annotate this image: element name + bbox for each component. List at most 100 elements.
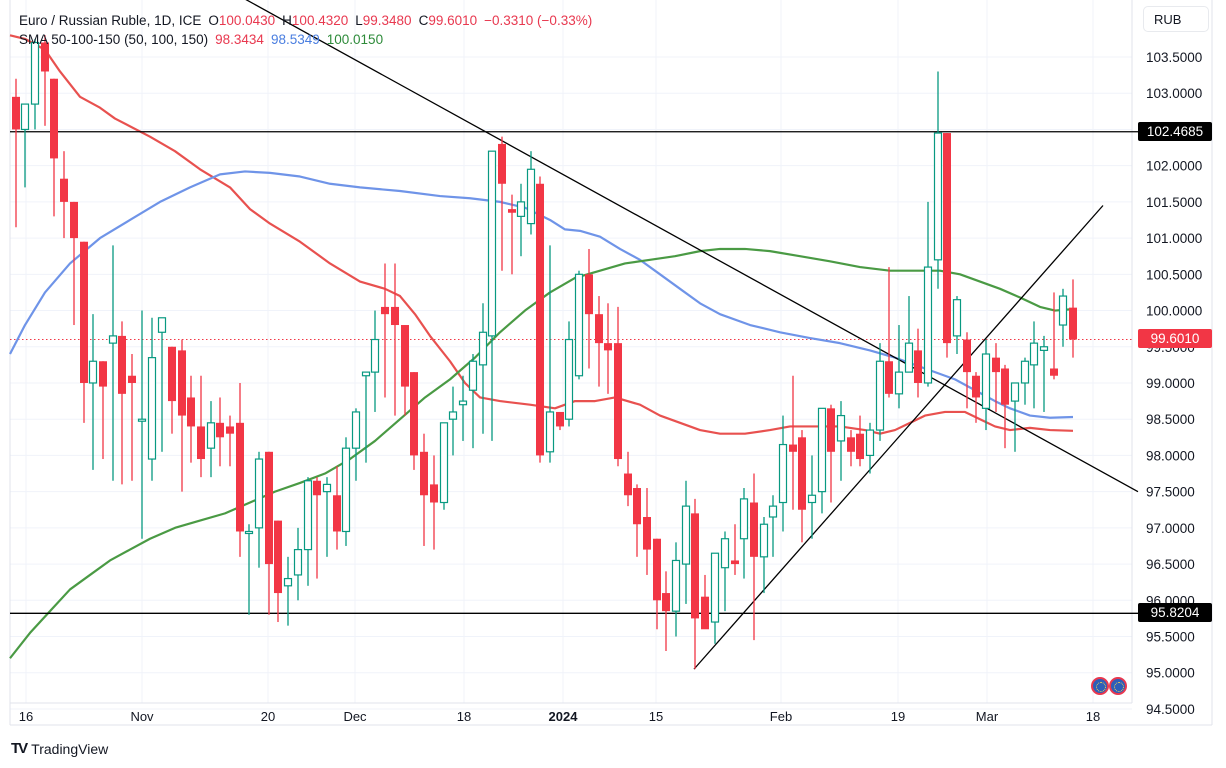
candle-body — [1058, 295, 1068, 326]
close-value: 99.6010 — [428, 13, 478, 28]
candle-body — [244, 530, 254, 535]
candle-body — [952, 299, 962, 337]
candle-body — [274, 520, 282, 594]
candle-body — [904, 342, 914, 373]
price-tick: 94.5000 — [1146, 702, 1195, 717]
footer-brand[interactable]: TV TradingView — [11, 740, 108, 757]
candle-body — [478, 331, 488, 366]
candle-body — [739, 498, 749, 540]
candle-body — [265, 451, 273, 565]
candle-body — [759, 523, 769, 558]
candle-body — [633, 488, 641, 525]
candle-body — [236, 422, 244, 532]
symbol-title[interactable]: Euro / Russian Ruble, 1D, ICE — [19, 13, 202, 28]
eu-flag-icon-2 — [1109, 677, 1127, 695]
time-tick: 20 — [261, 709, 275, 724]
candle-body — [1001, 368, 1009, 405]
candle-body — [361, 371, 371, 377]
candle-body — [536, 183, 544, 456]
time-tick: 18 — [1086, 709, 1100, 724]
candle-body — [1029, 342, 1039, 366]
currency-flags[interactable] — [1091, 677, 1127, 695]
candle-body — [992, 357, 1000, 373]
candle-body — [807, 494, 817, 504]
candle-body — [923, 266, 933, 384]
candle-body — [981, 353, 991, 409]
candle-body — [564, 338, 574, 420]
price-tick: 97.0000 — [1146, 521, 1195, 536]
candle-body — [20, 103, 30, 131]
candle-body — [643, 516, 651, 550]
price-tick: 95.5000 — [1146, 630, 1195, 645]
candle-body — [1069, 307, 1077, 340]
candle-body — [128, 375, 136, 383]
candle-body — [108, 335, 118, 344]
chart-legend: Euro / Russian Ruble, 1D, ICE O 100.0430 … — [19, 11, 592, 49]
last-price-label: 99.6010 — [1138, 329, 1212, 349]
candle-body — [933, 132, 943, 261]
candle-body — [1010, 382, 1020, 402]
candle-body — [391, 306, 399, 326]
candle-body — [487, 150, 497, 337]
price-tick: 103.5000 — [1146, 50, 1202, 65]
candle-body — [381, 306, 389, 315]
indicator-name[interactable]: SMA 50-100-150 (50, 100, 150) — [19, 32, 209, 47]
candle-body — [710, 552, 720, 623]
sma150-value: 100.0150 — [326, 32, 384, 47]
eu-flag-icon — [1091, 677, 1109, 695]
tradingview-logo-icon: TV — [11, 740, 28, 757]
change-value: −0.3310 (−0.33%) — [484, 13, 593, 28]
candle-body — [41, 42, 49, 72]
candle-body — [836, 414, 846, 442]
candle-body — [1039, 346, 1049, 351]
candle-body — [653, 538, 661, 601]
candle-body — [1050, 368, 1058, 376]
candle-body — [662, 593, 670, 612]
price-tick: 102.0000 — [1146, 159, 1202, 174]
candle-body — [60, 178, 68, 202]
trendline — [245, 0, 1139, 493]
candle-body — [197, 426, 205, 460]
candle-body — [187, 397, 195, 427]
candle-body — [614, 343, 622, 460]
candle-body — [731, 560, 739, 565]
candle-body — [333, 495, 341, 532]
tradingview-brand: TradingView — [31, 740, 109, 757]
time-tick: 19 — [891, 709, 905, 724]
candle-body — [216, 422, 224, 438]
time-tick: Dec — [343, 709, 367, 724]
candle-body — [80, 241, 88, 383]
candle-body — [691, 513, 699, 619]
candle-body — [671, 559, 681, 612]
candle-body — [574, 273, 584, 377]
candle-body — [137, 418, 147, 422]
candle-body — [118, 335, 126, 394]
candle-body — [50, 78, 58, 159]
candle-body — [448, 411, 458, 420]
low-value: 99.3480 — [362, 13, 412, 28]
candle-body — [847, 437, 855, 452]
candle-body — [1020, 360, 1030, 384]
candle-body — [430, 484, 438, 503]
candle-body — [798, 437, 806, 510]
candle-body — [595, 314, 603, 344]
currency-button[interactable]: RUB — [1143, 6, 1209, 32]
candle-body — [865, 429, 875, 457]
time-tick: 16 — [19, 709, 33, 724]
indicator-row: SMA 50-100-150 (50, 100, 150) 98.3434 98… — [19, 30, 592, 49]
candle-body — [30, 41, 40, 105]
candle-body — [468, 360, 478, 391]
candle-body — [351, 411, 361, 449]
high-value: 100.4320 — [291, 13, 349, 28]
candle-body — [827, 408, 835, 452]
close-label: C — [418, 13, 429, 28]
candle-body — [322, 483, 332, 493]
candle-body — [341, 447, 351, 533]
candle-body — [313, 480, 321, 496]
candle-body — [681, 505, 691, 565]
candle-body — [585, 274, 593, 315]
candle-body — [516, 201, 526, 217]
price-tick: 98.0000 — [1146, 448, 1195, 463]
candle-body — [526, 168, 536, 225]
